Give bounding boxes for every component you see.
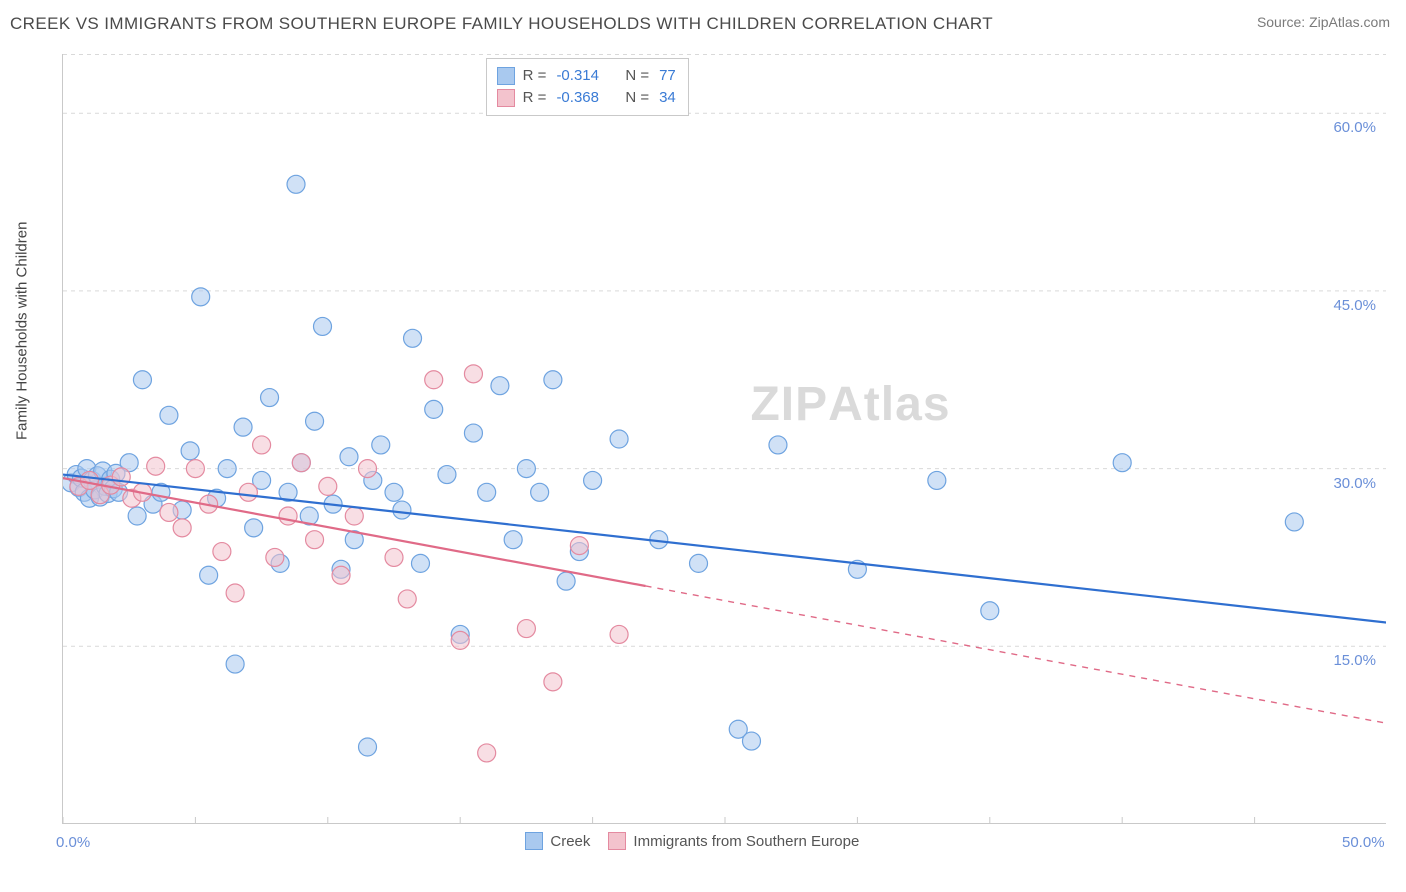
- legend-item-creek: Creek: [525, 832, 590, 850]
- swatch-creek: [497, 67, 515, 85]
- legend-item-immigrants: Immigrants from Southern Europe: [608, 832, 859, 850]
- stat-n-immigrants: 34: [659, 87, 676, 109]
- stat-r-immigrants: -0.368: [556, 87, 599, 109]
- y-tick-label: 60.0%: [1316, 119, 1376, 136]
- x-tick-label: 50.0%: [1342, 834, 1385, 851]
- swatch-immigrants: [497, 89, 515, 107]
- stats-row-creek: R = -0.314 N = 77: [497, 65, 678, 87]
- stat-n-creek: 77: [659, 65, 676, 87]
- stat-label-n2: N =: [625, 87, 649, 109]
- legend-swatch-creek: [525, 832, 543, 850]
- legend-swatch-immigrants: [608, 832, 626, 850]
- legend-label-creek: Creek: [550, 833, 590, 850]
- chart-container: CREEK VS IMMIGRANTS FROM SOUTHERN EUROPE…: [0, 0, 1406, 892]
- stats-row-immigrants: R = -0.368 N = 34: [497, 87, 678, 109]
- y-axis-label: Family Households with Children: [14, 222, 31, 440]
- series-legend: Creek Immigrants from Southern Europe: [525, 832, 859, 850]
- source-attribution: Source: ZipAtlas.com: [1257, 14, 1390, 30]
- stat-label-n: N =: [625, 65, 649, 87]
- stats-legend: R = -0.314 N = 77 R = -0.368 N = 34: [486, 58, 689, 116]
- y-tick-label: 15.0%: [1316, 652, 1376, 669]
- stat-r-creek: -0.314: [556, 65, 599, 87]
- stat-label-r: R =: [523, 65, 547, 87]
- y-tick-label: 45.0%: [1316, 297, 1376, 314]
- y-tick-label: 30.0%: [1316, 475, 1376, 492]
- chart-title: CREEK VS IMMIGRANTS FROM SOUTHERN EUROPE…: [10, 14, 993, 34]
- stat-label-r2: R =: [523, 87, 547, 109]
- x-tick-label: 0.0%: [56, 834, 90, 851]
- scatter-chart: [62, 54, 1386, 824]
- legend-label-immigrants: Immigrants from Southern Europe: [633, 833, 859, 850]
